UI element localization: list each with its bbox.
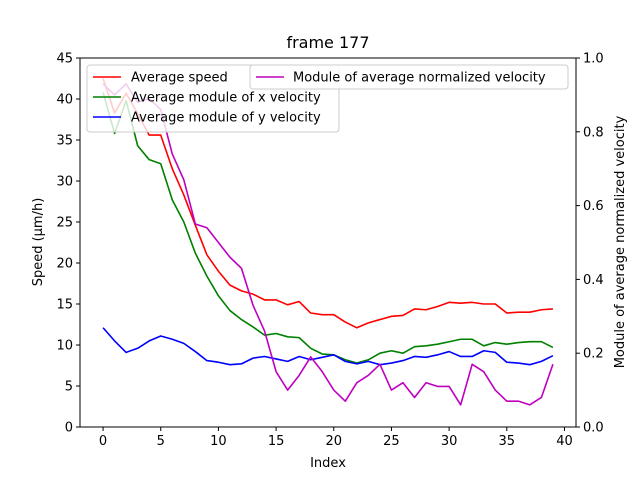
x-tick-label: 15 [268,434,285,449]
x-tick-label: 0 [99,434,107,449]
y-tick-label-left: 40 [56,93,73,108]
x-tick-label: 10 [210,434,227,449]
chart-title: frame 177 [286,33,369,52]
y-axis-label-right: Module of average normalized velocity [613,115,628,368]
y-axis-label-left: Speed (μm/h) [31,198,46,287]
x-tick-label: 5 [157,434,165,449]
x-tick-label: 35 [499,434,516,449]
y-tick-label-left: 5 [65,380,73,395]
plot-frame [79,57,577,428]
x-axis-label: Index [310,456,346,471]
legend-entry: Module of average normalized velocity [293,71,546,86]
series-line-average-speed [102,78,553,329]
x-tick-label: 25 [383,434,400,449]
legend-entry: Average module of y velocity [131,111,321,126]
legend-right: Module of average normalized velocity [249,64,569,90]
y-tick-label-left: 15 [56,298,73,313]
legend-entry: Average speed [131,71,228,86]
y-tick-label-left: 20 [56,257,73,272]
y-tick-label-left: 25 [56,216,73,231]
y-tick-label-right: 0.8 [583,125,604,140]
y-tick-label-left: 10 [56,339,73,354]
y-tick-label-left: 30 [56,175,73,190]
series-line-average-module-of-y-velocity [102,327,554,366]
y-tick-label-right: 0.2 [583,347,604,362]
x-tick-label: 20 [325,434,342,449]
y-tick-label-right: 0.6 [583,199,604,214]
series-line-module-of-average-normalized-velocity [102,83,554,406]
legend-entry: Average module of x velocity [131,91,321,106]
series-line-average-module-of-x-velocity [102,92,554,364]
y-tick-label-left: 35 [56,134,73,149]
y-tick-label-left: 45 [56,52,73,67]
y-tick-label-left: 0 [65,421,73,436]
y-tick-label-right: 0.0 [583,421,604,436]
y-tick-label-right: 0.4 [583,273,604,288]
x-tick-label: 40 [556,434,573,449]
x-tick-label: 30 [441,434,458,449]
y-tick-label-right: 1.0 [583,52,604,67]
